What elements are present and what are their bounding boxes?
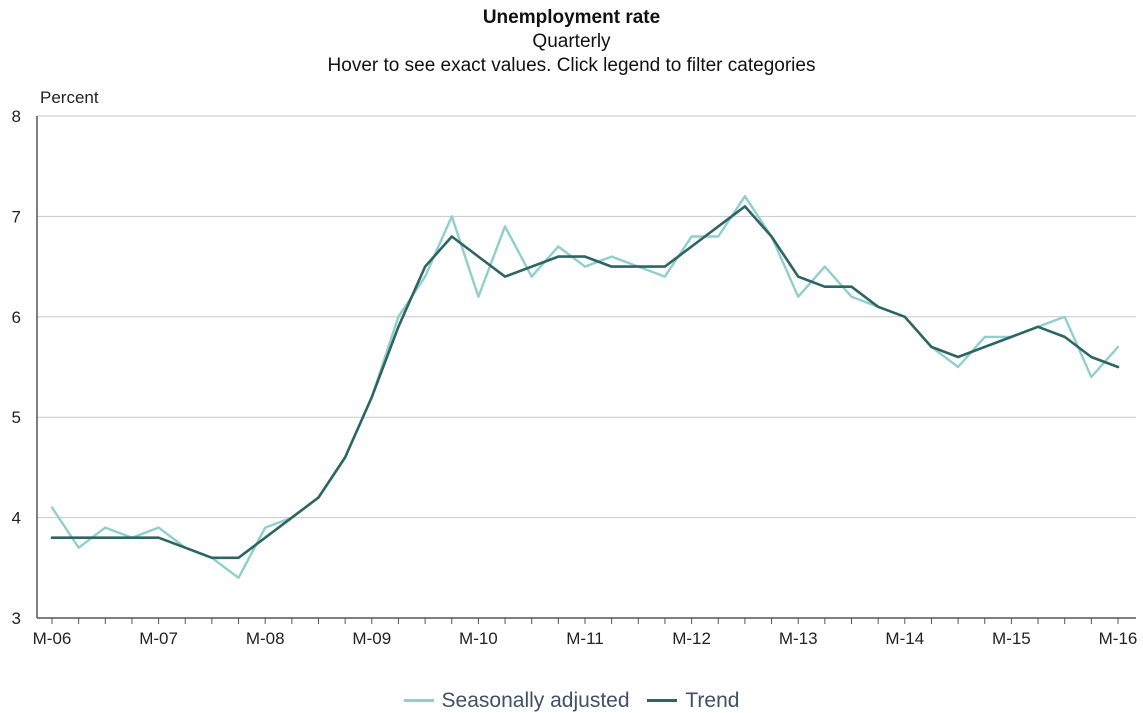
legend-swatch-seasonally-adjusted (403, 699, 434, 702)
y-tick-label-4: 4 (12, 509, 21, 528)
chart-header: Unemployment rate Quarterly Hover to see… (0, 6, 1143, 78)
x-tick-label-M-09: M-09 (352, 629, 391, 648)
x-tick-label-M-15: M-15 (992, 629, 1031, 648)
legend-label-seasonally-adjusted: Seasonally adjusted (441, 688, 630, 712)
y-tick-label-3: 3 (12, 609, 21, 628)
legend-label-trend: Trend (685, 688, 740, 712)
line-chart[interactable]: 3 4 5 6 7 8 Percent M-06 M-07 M-08 M-09 M-10 M-11 M-1… (0, 0, 1143, 680)
series-line-seasonally-adjusted[interactable] (50, 195, 1120, 579)
x-tick-label-M-08: M-08 (246, 629, 285, 648)
x-tick-label-M-06: M-06 (33, 629, 72, 648)
y-tick-label-6: 6 (12, 308, 21, 327)
legend: Seasonally adjusted Trend (0, 684, 1143, 713)
series-line-trend[interactable] (50, 205, 1120, 560)
x-tick-label-M-07: M-07 (139, 629, 178, 648)
y-axis-label: Percent (40, 88, 99, 107)
chart-title: Unemployment rate (482, 7, 661, 28)
legend-swatch-trend (647, 699, 678, 702)
x-tick-label-M-14: M-14 (885, 629, 924, 648)
x-tick-label-M-12: M-12 (672, 629, 711, 648)
x-tick-label-M-10: M-10 (459, 629, 498, 648)
legend-item-seasonally-adjusted[interactable]: Seasonally adjusted (403, 688, 630, 713)
chart-hint: Hover to see exact values. Click legend … (327, 55, 816, 76)
x-tick-label-M-13: M-13 (779, 629, 818, 648)
x-tick-label-M-16: M-16 (1099, 629, 1138, 648)
chart-subtitle: Quarterly (532, 31, 611, 52)
y-tick-label-5: 5 (12, 408, 21, 427)
x-tick-label-M-11: M-11 (566, 629, 603, 648)
y-tick-label-7: 7 (12, 207, 21, 226)
legend-item-trend[interactable]: Trend (647, 689, 739, 713)
y-tick-label-8: 8 (12, 107, 21, 126)
